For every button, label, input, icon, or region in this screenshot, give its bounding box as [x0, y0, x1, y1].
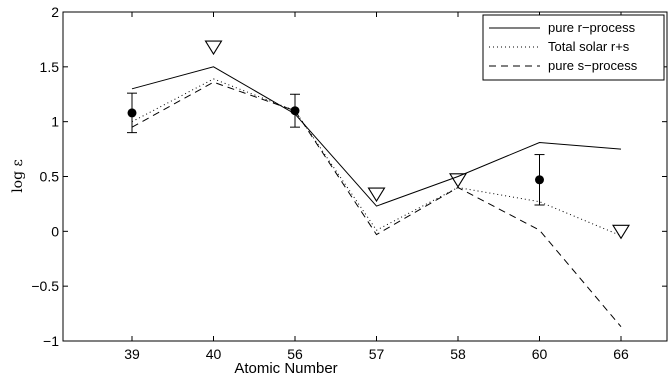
x-tick-label: 66	[613, 346, 629, 362]
y-tick-label: 1	[51, 114, 59, 130]
series-line-1	[131, 66, 622, 207]
measurement-point	[127, 108, 137, 118]
upper-limit-marker	[449, 173, 467, 188]
x-tick-label: 39	[124, 346, 140, 362]
series-lines	[131, 66, 622, 328]
measurement-point	[290, 106, 300, 116]
x-tick-label: 56	[287, 346, 303, 362]
y-tick-label: 2	[51, 4, 59, 20]
series-line-3	[131, 81, 622, 328]
legend-label-s-process: pure s−process	[548, 58, 638, 73]
legend-label-total-solar: Total solar r+s	[548, 39, 630, 54]
x-axis-title: Atomic Number	[234, 360, 337, 377]
y-axis-title: log ε	[10, 159, 26, 193]
legend: pure r−process Total solar r+s pure s−pr…	[482, 14, 665, 81]
upper-limit-marker	[367, 187, 386, 203]
measurements	[127, 92, 545, 206]
x-tick-label: 40	[206, 346, 222, 362]
x-tick-label: 57	[369, 346, 385, 362]
upper-limit-marker	[204, 40, 223, 56]
y-tick-label: 0.5	[40, 169, 60, 185]
y-tick-label: 0	[51, 223, 59, 239]
y-tick-label: 1.5	[40, 59, 60, 75]
y-tick-label: −1	[43, 333, 59, 349]
measurement-point	[535, 175, 544, 185]
upper-limit-marker	[612, 224, 630, 240]
legend-label-r-process: pure r−process	[548, 20, 636, 35]
upper-limits	[204, 40, 630, 240]
x-tick-label: 58	[450, 346, 466, 362]
x-tick-label: 60	[532, 346, 548, 362]
y-tick-label: −0.5	[31, 278, 59, 294]
axis-ticks: 39 40 56 57 58 60 66 −1 −0.5 0 0.5 1 1.5 2	[31, 4, 667, 362]
series-line-2	[131, 78, 622, 237]
